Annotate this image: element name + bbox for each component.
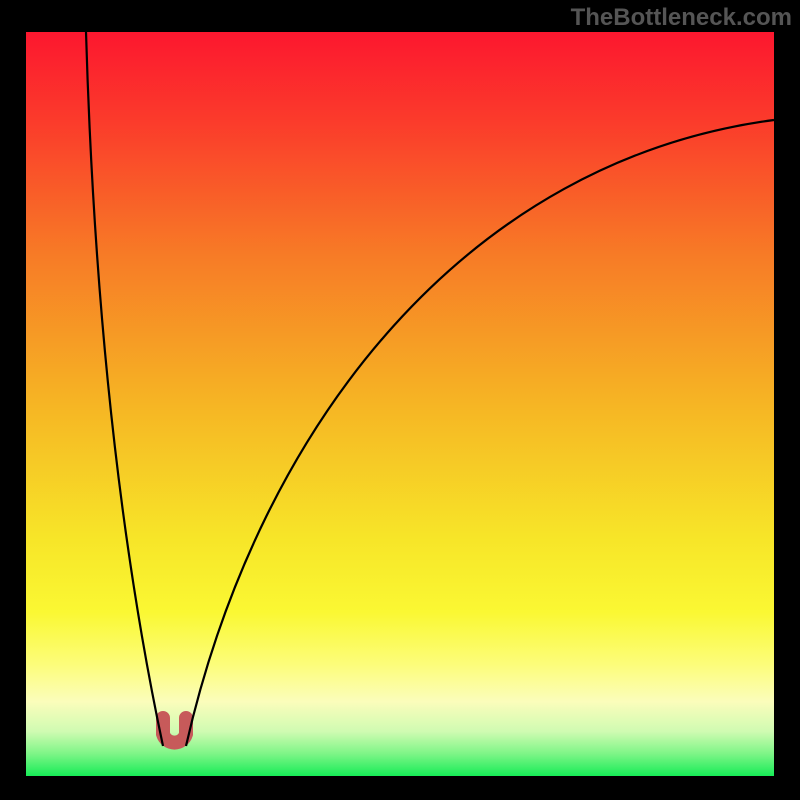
border-left (0, 0, 26, 800)
left-branch-curve (86, 32, 163, 746)
chart-container: TheBottleneck.com (0, 0, 800, 800)
bottleneck-curve-svg (0, 0, 800, 800)
right-branch-curve (186, 120, 774, 746)
watermark-label: TheBottleneck.com (571, 4, 792, 32)
border-right (774, 0, 800, 800)
border-bottom (0, 776, 800, 800)
minimum-u-marker (163, 718, 186, 743)
